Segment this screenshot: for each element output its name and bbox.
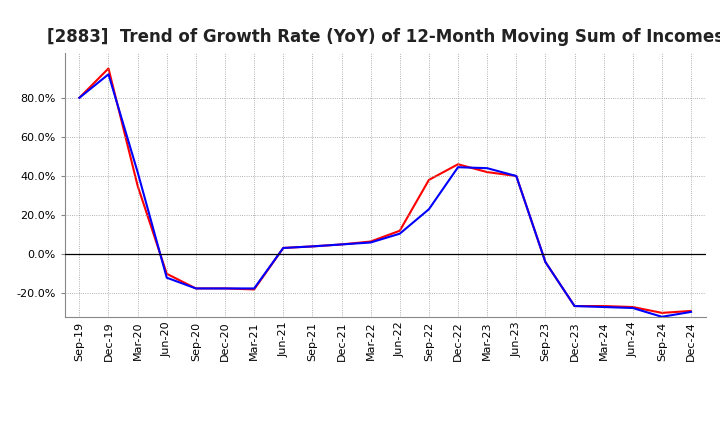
Ordinary Income Growth Rate (395, 231, 404, 236)
Net Income Growth Rate (163, 271, 171, 276)
Ordinary Income Growth Rate (104, 72, 113, 77)
Net Income Growth Rate (220, 286, 229, 291)
Net Income Growth Rate (395, 228, 404, 233)
Net Income Growth Rate (629, 304, 637, 310)
Ordinary Income Growth Rate (629, 305, 637, 311)
Ordinary Income Growth Rate (192, 286, 200, 291)
Net Income Growth Rate (133, 183, 142, 188)
Net Income Growth Rate (687, 308, 696, 314)
Net Income Growth Rate (308, 244, 317, 249)
Net Income Growth Rate (104, 66, 113, 71)
Line: Net Income Growth Rate: Net Income Growth Rate (79, 69, 691, 313)
Ordinary Income Growth Rate (279, 246, 287, 251)
Title: [2883]  Trend of Growth Rate (YoY) of 12-Month Moving Sum of Incomes: [2883] Trend of Growth Rate (YoY) of 12-… (47, 28, 720, 46)
Net Income Growth Rate (192, 286, 200, 291)
Net Income Growth Rate (279, 246, 287, 251)
Ordinary Income Growth Rate (687, 309, 696, 315)
Ordinary Income Growth Rate (366, 240, 375, 245)
Net Income Growth Rate (337, 242, 346, 247)
Net Income Growth Rate (483, 169, 492, 175)
Ordinary Income Growth Rate (337, 242, 346, 247)
Ordinary Income Growth Rate (570, 304, 579, 309)
Net Income Growth Rate (657, 310, 666, 315)
Net Income Growth Rate (75, 95, 84, 100)
Ordinary Income Growth Rate (75, 95, 84, 100)
Ordinary Income Growth Rate (599, 304, 608, 310)
Net Income Growth Rate (599, 304, 608, 309)
Net Income Growth Rate (250, 287, 258, 292)
Ordinary Income Growth Rate (454, 165, 462, 170)
Ordinary Income Growth Rate (483, 165, 492, 171)
Net Income Growth Rate (512, 173, 521, 179)
Ordinary Income Growth Rate (512, 173, 521, 179)
Line: Ordinary Income Growth Rate: Ordinary Income Growth Rate (79, 74, 691, 317)
Net Income Growth Rate (425, 177, 433, 183)
Net Income Growth Rate (541, 260, 550, 265)
Ordinary Income Growth Rate (250, 286, 258, 291)
Ordinary Income Growth Rate (657, 314, 666, 319)
Ordinary Income Growth Rate (308, 244, 317, 249)
Ordinary Income Growth Rate (133, 169, 142, 175)
Net Income Growth Rate (570, 304, 579, 309)
Ordinary Income Growth Rate (163, 275, 171, 280)
Net Income Growth Rate (366, 239, 375, 244)
Ordinary Income Growth Rate (425, 207, 433, 212)
Ordinary Income Growth Rate (220, 286, 229, 291)
Ordinary Income Growth Rate (541, 260, 550, 265)
Net Income Growth Rate (454, 161, 462, 167)
